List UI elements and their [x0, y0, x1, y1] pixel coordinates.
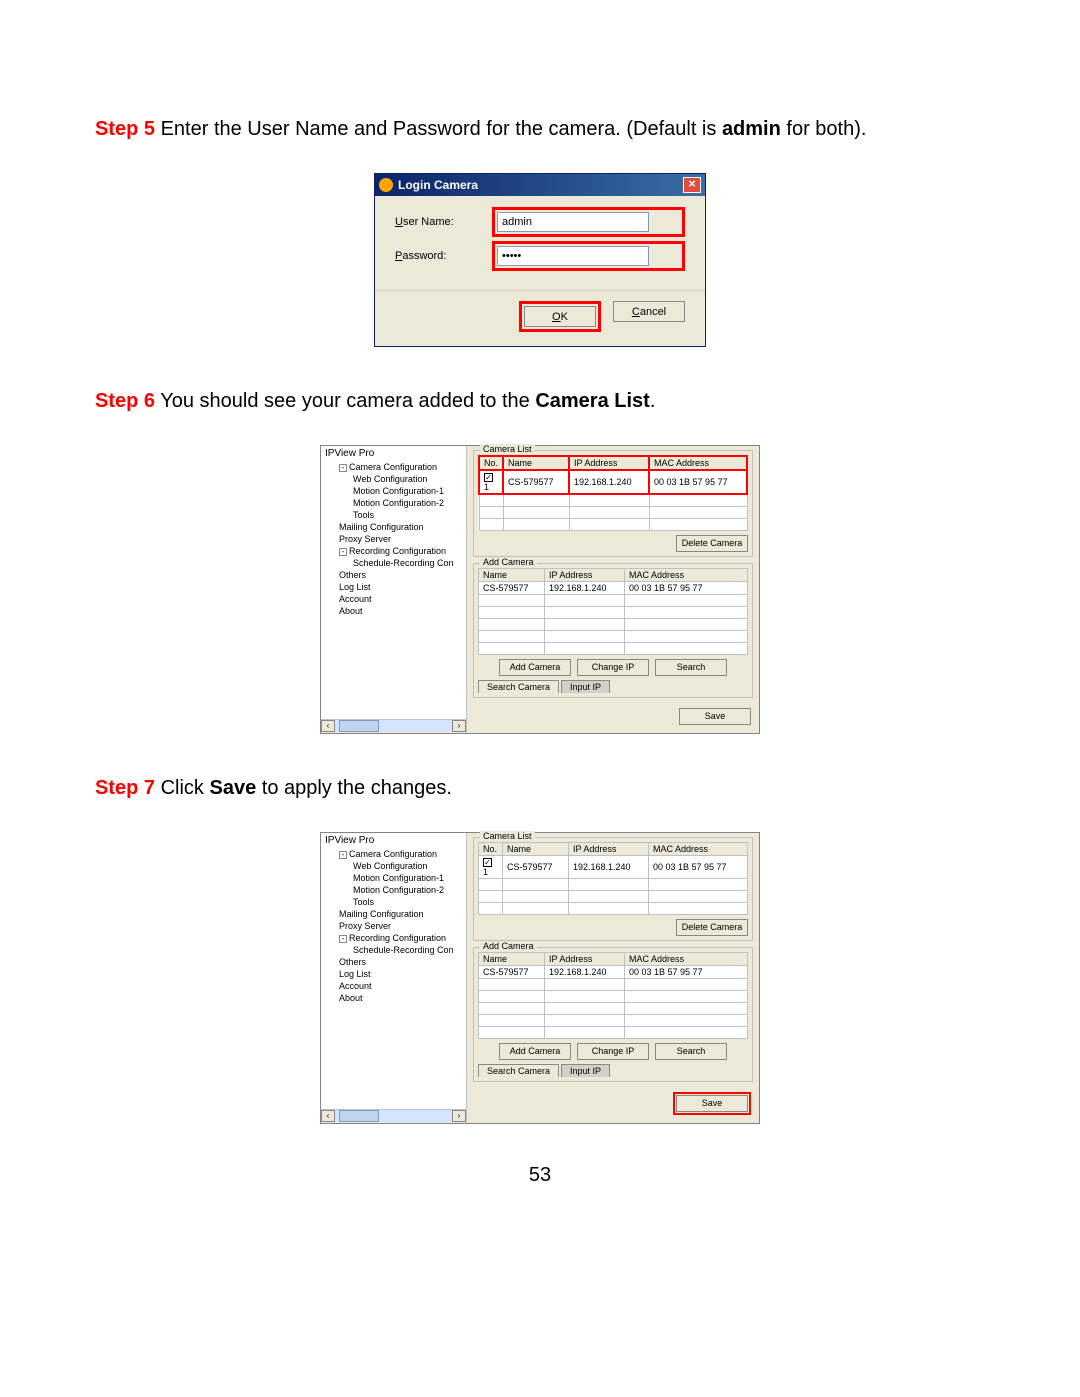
tab-search-camera[interactable]: Search Camera	[478, 1064, 559, 1077]
table-row[interactable]: CS-579577 192.168.1.240 00 03 1B 57 95 7…	[479, 965, 748, 978]
change-ip-button[interactable]: Change IP	[577, 1043, 649, 1060]
tree-item[interactable]: Schedule-Recording Con	[329, 944, 466, 956]
tree-pane: IPView Pro -Camera ConfigurationWeb Conf…	[321, 446, 467, 733]
tree-item[interactable]: Tools	[329, 509, 466, 521]
password-input[interactable]	[497, 246, 649, 266]
ipview-window-1: IPView Pro -Camera ConfigurationWeb Conf…	[320, 445, 760, 734]
cancel-button[interactable]: Cancel	[613, 301, 685, 322]
step6-text: Step 6 You should see your camera added …	[95, 387, 985, 415]
tree-item[interactable]: Others	[329, 569, 466, 581]
ipview-window-2: IPView Pro -Camera ConfigurationWeb Conf…	[320, 832, 760, 1124]
delete-camera-button[interactable]: Delete Camera	[676, 919, 748, 936]
tree-item[interactable]: -Camera Configuration	[329, 461, 466, 473]
h-scrollbar[interactable]: ‹›	[321, 719, 466, 733]
login-camera-dialog: Login Camera × User Name: Password: OK C…	[374, 173, 706, 347]
tree-item[interactable]: Log List	[329, 968, 466, 980]
add-camera-table: Name IP Address MAC Address CS-579577 19…	[478, 952, 748, 1039]
h-scrollbar[interactable]: ‹›	[321, 1109, 466, 1123]
ok-button[interactable]: OK	[524, 306, 596, 327]
tree-root: IPView Pro	[321, 446, 466, 461]
tree-item[interactable]: -Camera Configuration	[329, 848, 466, 860]
tree-item[interactable]: Motion Configuration-1	[329, 872, 466, 884]
dialog-title: Login Camera	[398, 178, 478, 192]
close-icon[interactable]: ×	[683, 177, 701, 193]
username-input[interactable]	[497, 212, 649, 232]
tree-item[interactable]: Log List	[329, 581, 466, 593]
save-button[interactable]: Save	[676, 1095, 748, 1112]
save-button[interactable]: Save	[679, 708, 751, 725]
tab-search-camera[interactable]: Search Camera	[478, 680, 559, 693]
tree-item[interactable]: Schedule-Recording Con	[329, 557, 466, 569]
tree-item[interactable]: Mailing Configuration	[329, 521, 466, 533]
camera-list-group: Camera List No. Name IP Address MAC Addr…	[473, 450, 753, 557]
tree-item[interactable]: Motion Configuration-2	[329, 497, 466, 509]
add-camera-group: Add Camera Name IP Address MAC Address C…	[473, 947, 753, 1082]
tree-item[interactable]: -Recording Configuration	[329, 545, 466, 557]
tree-item[interactable]: Web Configuration	[329, 473, 466, 485]
add-camera-button[interactable]: Add Camera	[499, 1043, 571, 1060]
add-camera-table: Name IP Address MAC Address CS-579577 19…	[478, 568, 748, 655]
step5-text: Step 5 Enter the User Name and Password …	[95, 115, 985, 143]
app-icon	[379, 178, 393, 192]
search-button[interactable]: Search	[655, 659, 727, 676]
step7-text: Step 7 Click Save to apply the changes.	[95, 774, 985, 802]
titlebar: Login Camera ×	[375, 174, 705, 196]
tree-item[interactable]: About	[329, 992, 466, 1004]
tree-item[interactable]: Motion Configuration-1	[329, 485, 466, 497]
tree-item[interactable]: About	[329, 605, 466, 617]
tree-item[interactable]: Motion Configuration-2	[329, 884, 466, 896]
add-camera-button[interactable]: Add Camera	[499, 659, 571, 676]
camera-list-table: No. Name IP Address MAC Address ✓1 CS-57…	[478, 455, 748, 531]
delete-camera-button[interactable]: Delete Camera	[676, 535, 748, 552]
table-row[interactable]: CS-579577 192.168.1.240 00 03 1B 57 95 7…	[479, 581, 748, 594]
tree-item[interactable]: Account	[329, 980, 466, 992]
username-label: User Name:	[395, 216, 495, 228]
tree-item[interactable]: Tools	[329, 896, 466, 908]
tree-item[interactable]: Web Configuration	[329, 860, 466, 872]
tree-item[interactable]: Others	[329, 956, 466, 968]
add-camera-group: Add Camera Name IP Address MAC Address C…	[473, 563, 753, 698]
tree-item[interactable]: Proxy Server	[329, 533, 466, 545]
tab-input-ip[interactable]: Input IP	[561, 680, 610, 693]
tree-root: IPView Pro	[321, 833, 466, 848]
tree-item[interactable]: Mailing Configuration	[329, 908, 466, 920]
tab-input-ip[interactable]: Input IP	[561, 1064, 610, 1077]
camera-list-table: No. Name IP Address MAC Address ✓1 CS-57…	[478, 842, 748, 915]
camera-list-group: Camera List No. Name IP Address MAC Addr…	[473, 837, 753, 941]
tree-item[interactable]: Account	[329, 593, 466, 605]
search-button[interactable]: Search	[655, 1043, 727, 1060]
tree-item[interactable]: -Recording Configuration	[329, 932, 466, 944]
password-label: Password:	[395, 250, 495, 262]
table-row[interactable]: ✓1 CS-579577 192.168.1.240 00 03 1B 57 9…	[479, 470, 747, 494]
page-number: 53	[95, 1164, 985, 1187]
tree-pane: IPView Pro -Camera ConfigurationWeb Conf…	[321, 833, 467, 1123]
table-row[interactable]: ✓1 CS-579577 192.168.1.240 00 03 1B 57 9…	[479, 855, 748, 878]
tree-item[interactable]: Proxy Server	[329, 920, 466, 932]
change-ip-button[interactable]: Change IP	[577, 659, 649, 676]
